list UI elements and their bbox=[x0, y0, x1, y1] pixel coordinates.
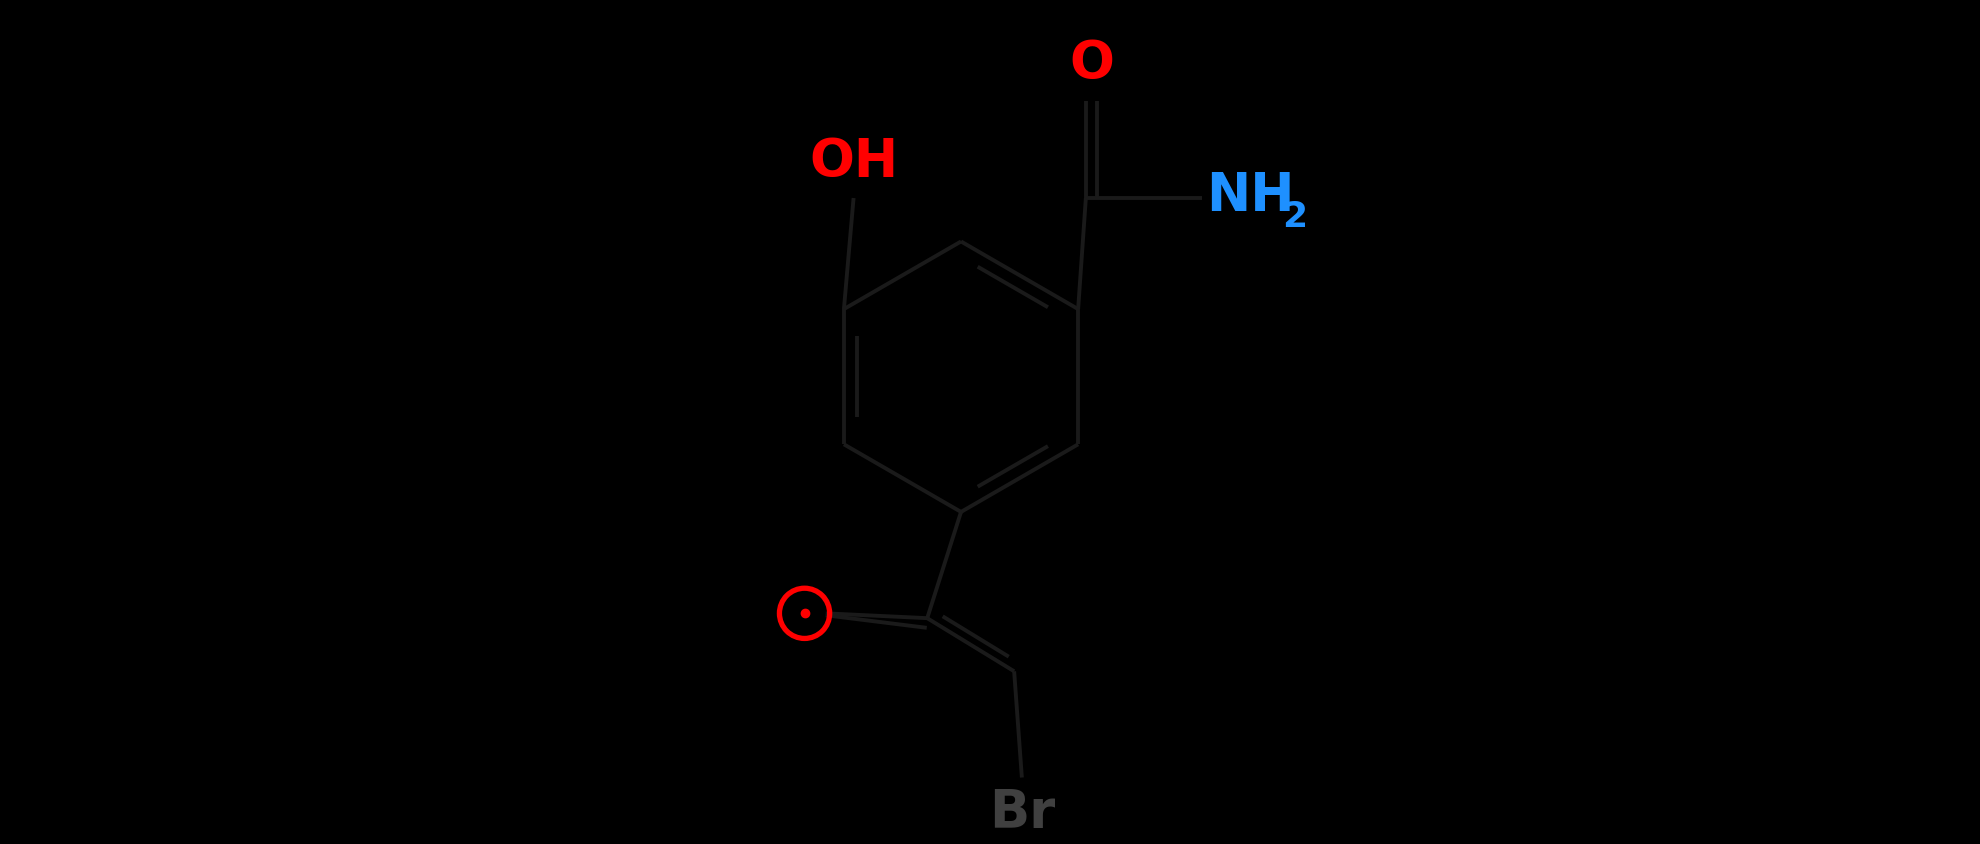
Text: Br: Br bbox=[988, 787, 1055, 839]
Text: NH: NH bbox=[1206, 170, 1295, 222]
Text: OH: OH bbox=[810, 137, 899, 188]
Text: O: O bbox=[1069, 38, 1115, 89]
Text: 2: 2 bbox=[1281, 200, 1307, 235]
